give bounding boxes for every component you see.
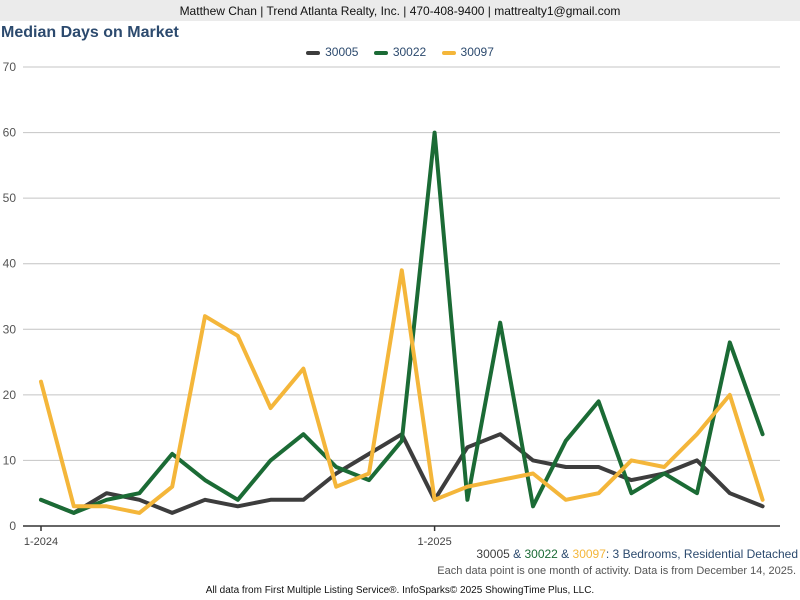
caption-series-30097: 30097 — [572, 547, 606, 561]
legend-item-30005[interactable]: 30005 — [306, 45, 358, 59]
legend-item-30097[interactable]: 30097 — [441, 45, 494, 59]
y-tick-label: 10 — [3, 453, 17, 467]
x-tick-label: 1-2024 — [24, 536, 58, 548]
chart-title: Median Days on Market — [1, 24, 179, 41]
y-tick-label: 30 — [3, 322, 17, 336]
y-tick-label: 50 — [3, 191, 17, 205]
legend-label-30097: 30097 — [460, 45, 494, 59]
caption-series-30022: 30022 — [524, 547, 558, 561]
series-line-30022 — [39, 130, 765, 515]
contact-bar: Matthew Chan | Trend Atlanta Realty, Inc… — [0, 0, 800, 21]
y-tick-label: 40 — [3, 257, 17, 271]
source-footer: All data from First Multiple Listing Ser… — [205, 585, 595, 596]
legend-label-30022: 30022 — [392, 45, 427, 59]
legend-swatch-30005 — [306, 50, 321, 55]
y-tick-label: 70 — [3, 60, 17, 74]
caption-series-30005: 30005 — [476, 547, 510, 561]
legend-swatch-30097 — [441, 50, 456, 55]
data-note: Each data point is one month of activity… — [437, 565, 796, 577]
series-line-30005 — [39, 432, 765, 515]
y-tick-label: 0 — [9, 519, 16, 533]
chart-legend: 30005 30022 30097 — [0, 45, 800, 59]
y-tick-label: 20 — [3, 388, 17, 402]
contact-text: Matthew Chan | Trend Atlanta Realty, Inc… — [179, 4, 621, 18]
x-tick-label: 1-2025 — [417, 536, 451, 548]
legend-item-30022[interactable]: 30022 — [373, 45, 427, 59]
legend-label-30005: 30005 — [325, 45, 359, 59]
chart-caption: 30005 & 30022 & 30097: 3 Bedrooms, Resid… — [476, 547, 798, 561]
caption-separator: & — [557, 547, 573, 561]
caption-description: : 3 Bedrooms, Residential Detached — [605, 547, 798, 561]
y-tick-label: 60 — [3, 126, 17, 140]
caption-separator: & — [509, 547, 525, 561]
series-line-30097 — [39, 268, 765, 515]
legend-swatch-30022 — [373, 50, 388, 55]
